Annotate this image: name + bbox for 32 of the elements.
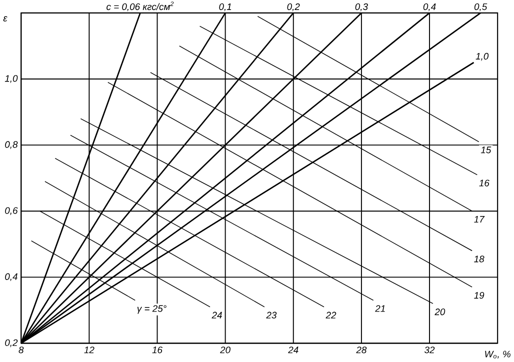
series-label: γ = 25° (137, 305, 166, 314)
x-tick-label: 32 (424, 346, 435, 354)
series-label: 15 (480, 146, 492, 154)
series-label: 0,5 (474, 4, 488, 12)
series-label: 22 (326, 312, 336, 319)
x-tick-label: 28 (356, 346, 367, 354)
x-tick-label: 20 (220, 346, 230, 354)
series-label: 18 (474, 256, 484, 263)
x-tick-label: 24 (288, 346, 298, 354)
series-label: 19 (474, 292, 484, 299)
series-label: c = 0,06 кгс/см$^{2}$ (106, 2, 174, 12)
y-tick-label: 0,6 (5, 207, 18, 216)
series-label: 24 (212, 312, 222, 319)
y-axis-title: ε (3, 16, 8, 22)
x-tick-label: 16 (152, 346, 162, 354)
series-label: 1,0 (476, 53, 489, 61)
x-tick-label: 12 (84, 346, 94, 354)
series-label: 0,2 (287, 4, 300, 12)
x-tick-label: 8 (18, 346, 24, 354)
y-tick-label: 1,0 (4, 75, 18, 84)
series-label: 20 (434, 308, 446, 316)
series-label: 0,3 (355, 4, 368, 12)
series-label: 0,4 (423, 4, 436, 12)
series-label: 16 (479, 180, 490, 187)
y-tick-label: 0,8 (5, 141, 18, 150)
series-label: 21 (375, 305, 385, 312)
y-tick-label: 0,2 (5, 339, 18, 348)
series-label: 23 (266, 312, 277, 319)
x-axis-title: W$_{о}$, % (485, 350, 510, 359)
y-tick-label: 0,4 (5, 273, 18, 282)
series-label: 17 (474, 216, 485, 223)
series-label: 0,1 (219, 4, 232, 12)
